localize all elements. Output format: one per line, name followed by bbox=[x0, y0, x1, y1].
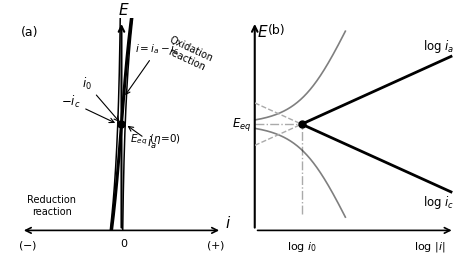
Text: $\log\,|i|$: $\log\,|i|$ bbox=[414, 240, 446, 254]
Text: $(+)$: $(+)$ bbox=[206, 239, 225, 252]
Text: $-i_c$: $-i_c$ bbox=[61, 94, 114, 123]
Text: $i_a$: $i_a$ bbox=[128, 126, 157, 152]
Text: $\log\,i_0$: $\log\,i_0$ bbox=[287, 240, 317, 254]
Text: $\log\,i_a$: $\log\,i_a$ bbox=[423, 38, 455, 55]
Text: $i$: $i$ bbox=[225, 215, 231, 231]
Text: $i=i_a-i_c$: $i=i_a-i_c$ bbox=[126, 42, 180, 94]
Text: $E_{eq}$: $E_{eq}$ bbox=[232, 116, 252, 133]
Text: (b): (b) bbox=[268, 24, 285, 37]
Text: Oxidation
reaction: Oxidation reaction bbox=[163, 34, 215, 74]
Text: $E_{eq}\ (\eta\!=\!0)$: $E_{eq}\ (\eta\!=\!0)$ bbox=[130, 133, 181, 147]
Text: (a): (a) bbox=[21, 26, 39, 39]
Text: 0: 0 bbox=[120, 239, 128, 249]
Text: $\log\,i_c$: $\log\,i_c$ bbox=[423, 194, 455, 210]
Text: $i_0$: $i_0$ bbox=[82, 76, 119, 121]
Text: $(-)$: $(-)$ bbox=[18, 239, 36, 252]
Text: $E$: $E$ bbox=[257, 24, 269, 40]
Text: $E$: $E$ bbox=[118, 2, 130, 18]
Text: Reduction
reaction: Reduction reaction bbox=[27, 195, 76, 217]
